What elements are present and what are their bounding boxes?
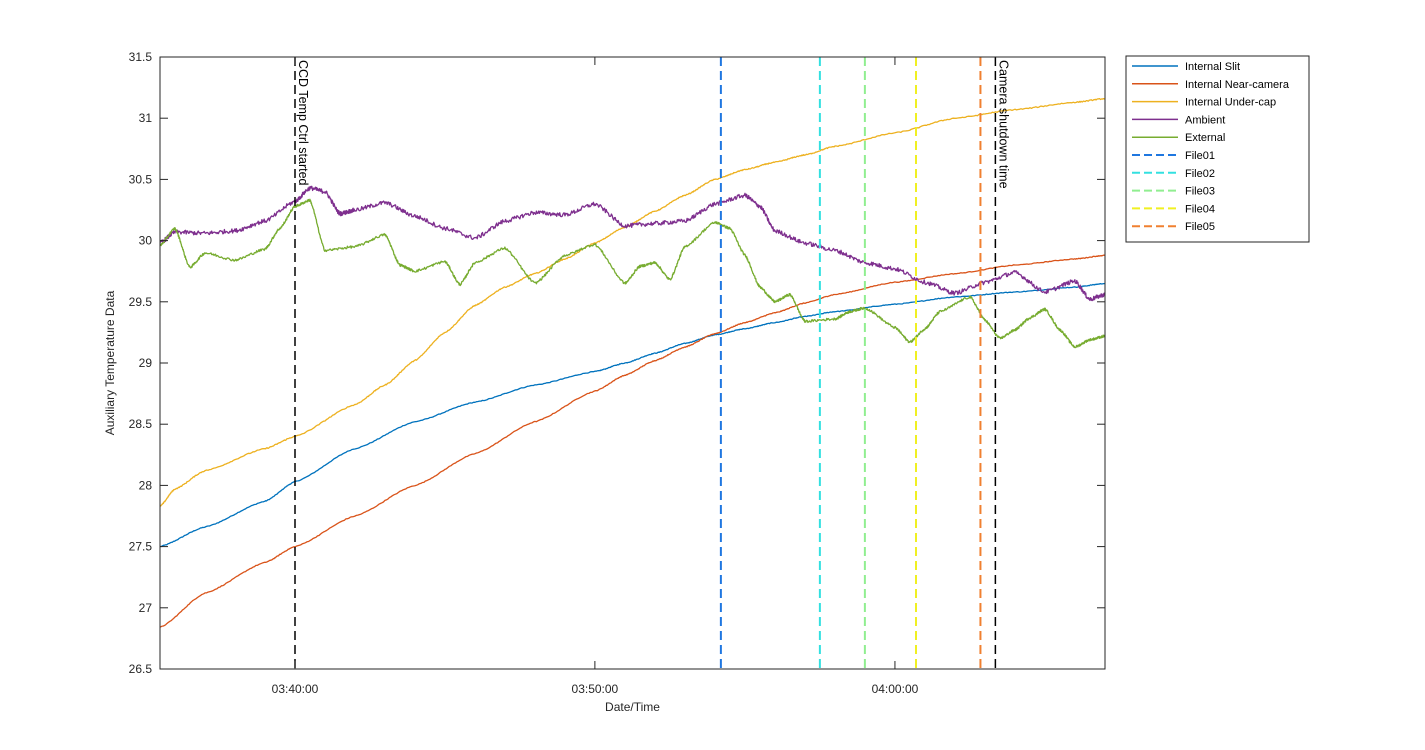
y-tick-label: 26.5 — [129, 662, 153, 676]
y-axis-label: Auxiliary Temperature Data — [103, 290, 117, 435]
series-line-internal-under-cap — [160, 97, 1105, 507]
legend-label-ambient: Ambient — [1185, 114, 1225, 126]
series-line-internal-near-camera — [160, 254, 1105, 628]
series-layer — [160, 97, 1105, 628]
x-tick-label: 04:00:00 — [872, 682, 919, 696]
legend-label-file05: File05 — [1185, 221, 1215, 233]
y-tick-label: 31.5 — [129, 50, 153, 64]
legend-label-internal-slit: Internal Slit — [1185, 61, 1240, 73]
x-tick-label: 03:50:00 — [572, 682, 619, 696]
x-axis-label: Date/Time — [605, 700, 660, 714]
legend-label-file03: File03 — [1185, 186, 1215, 198]
legend-label-external: External — [1185, 132, 1225, 144]
marker-label-ccd-temp-ctrl-started: CCD Temp Ctrl started — [296, 60, 310, 186]
series-line-internal-slit — [160, 282, 1105, 548]
y-tick-label: 31 — [139, 111, 153, 125]
series-line-ambient — [160, 185, 1105, 302]
legend-label-file01: File01 — [1185, 150, 1215, 162]
y-tick-label: 28 — [139, 478, 153, 492]
y-tick-label: 28.5 — [129, 417, 153, 431]
y-tick-label: 27 — [139, 601, 153, 615]
legend-box — [1125, 55, 1310, 243]
legend: Internal Slit Internal Near-camera Interna… — [1125, 55, 1310, 243]
axis-layer: 26.5 27 27.5 28 28.5 29 29.5 30 30.5 31 31.5 03:40:… — [129, 50, 1105, 696]
marker-label-camera-shutdown-time: Camera shutdown time — [996, 60, 1010, 189]
series-line-external — [160, 198, 1105, 349]
x-tick-label: 03:40:00 — [272, 682, 319, 696]
y-tick-label: 30.5 — [129, 172, 153, 186]
y-tick-label: 29 — [139, 356, 153, 370]
legend-label-file04: File04 — [1185, 203, 1215, 215]
legend-label-internal-under-cap: Internal Under-cap — [1185, 97, 1276, 109]
marker-layer: CCD Temp Ctrl started Camera shutdown tim… — [294, 57, 1010, 669]
legend-label-file02: File02 — [1185, 168, 1215, 180]
y-tick-label: 29.5 — [129, 295, 153, 309]
legend-label-internal-near-camera: Internal Near-camera — [1185, 79, 1290, 91]
y-tick-label: 30 — [139, 234, 153, 248]
y-tick-label: 27.5 — [129, 540, 153, 554]
